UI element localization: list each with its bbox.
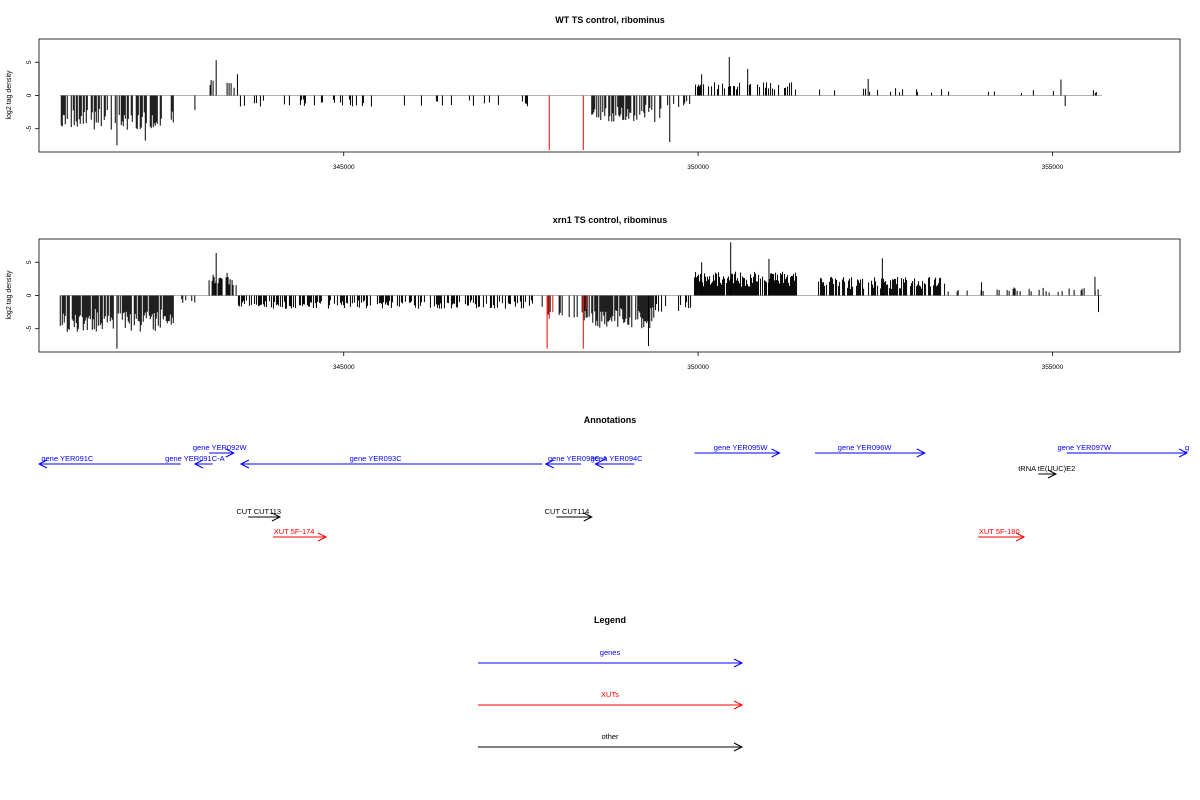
- feature-label: tRNA tE(UUC)E2: [1018, 464, 1075, 473]
- feature-arrowhead: [239, 459, 250, 469]
- annotation-feature: CUT CUT114: [545, 507, 593, 522]
- legend-item: XUTs: [478, 690, 744, 710]
- annotation-feature: gene YER091C: [37, 454, 181, 469]
- annotation-feature: CUT CUT113: [236, 507, 282, 522]
- y-tick-label: 5: [26, 60, 33, 64]
- wt-track-axes: -5 0 5 345000 350000 355000: [26, 60, 1064, 171]
- feature-arrowhead: [544, 459, 554, 469]
- wt-track-panel: WT TS control, ribominus log2 tag densit…: [6, 15, 1181, 171]
- feature-arrowhead: [317, 532, 328, 542]
- feature-label: gene YER091C-A: [165, 454, 224, 463]
- y-tick-label: -5: [26, 325, 33, 331]
- feature-arrowhead: [193, 459, 204, 469]
- xrn1-track-panel: xrn1 TS control, ribominus log2 tag dens…: [6, 215, 1181, 371]
- annotations-title: Annotations: [584, 415, 637, 425]
- feature-arrowhead: [771, 448, 781, 458]
- feature-arrowhead: [594, 459, 604, 469]
- y-tick-label: 0: [26, 93, 33, 97]
- legend-item: genes: [478, 648, 744, 668]
- legend-arrowhead: [733, 700, 744, 710]
- feature-arrowhead: [1178, 448, 1189, 458]
- annotation-feature: gene YER093C: [239, 454, 543, 469]
- x-tick-label: 355000: [1042, 364, 1064, 371]
- xrn1-track-ylabel: log2 tag density: [6, 270, 13, 320]
- annotation-feature: gene YER091C-A: [165, 454, 225, 469]
- annotation-feature: tRNA tE(UUC)E2: [1018, 464, 1075, 479]
- feature-arrowhead: [1047, 469, 1058, 479]
- feature-label: XUT 5F-180: [979, 527, 1020, 536]
- legend-panel: Legend genes XUTs other: [478, 615, 744, 752]
- wt-track-title: WT TS control, ribominus: [555, 15, 665, 25]
- feature-label: CUT CUT114: [545, 507, 590, 516]
- feature-arrowhead: [916, 448, 926, 458]
- annotation-feature: XUT 5F-180: [978, 527, 1026, 542]
- y-tick-label: 0: [26, 293, 33, 297]
- annotation-feature: g: [1185, 443, 1189, 452]
- legend-label: other: [601, 732, 619, 741]
- x-tick-label: 350000: [687, 364, 709, 371]
- x-tick-label: 355000: [1042, 164, 1064, 171]
- feature-label: gene YER091C: [41, 454, 94, 463]
- y-tick-label: 5: [26, 260, 33, 264]
- feature-arrowhead: [37, 459, 48, 469]
- y-tick-label: -5: [26, 125, 33, 131]
- annotations-panel: Annotations gene YER091C gene YER091C-Age…: [37, 415, 1189, 542]
- legend-arrowhead: [733, 658, 744, 668]
- legend-items: genes XUTs other: [478, 648, 744, 752]
- feature-arrowhead: [1015, 532, 1026, 542]
- x-tick-label: 345000: [333, 164, 355, 171]
- annotation-feature: gene YER092W: [193, 443, 248, 458]
- legend-item: other: [478, 732, 744, 752]
- feature-arrowhead: [583, 512, 593, 522]
- annotation-feature: gene YER094C: [591, 454, 644, 469]
- annotation-feature: gene YER093C-A: [544, 454, 607, 469]
- feature-label: gene YER094C: [591, 454, 644, 463]
- feature-label: gene YER097W: [1057, 443, 1112, 452]
- feature-label: gene YER092W: [193, 443, 248, 452]
- annotation-feature: gene YER095W: [694, 443, 781, 458]
- legend-label: genes: [600, 648, 621, 657]
- feature-label: gene YER093C-A: [548, 454, 607, 463]
- xrn1-track-marks: [59, 242, 1103, 349]
- x-tick-label: 350000: [687, 164, 709, 171]
- feature-label: CUT CUT113: [236, 507, 281, 516]
- legend-title: Legend: [594, 615, 626, 625]
- legend-arrowhead: [733, 742, 744, 752]
- wt-track-ylabel: log2 tag density: [6, 70, 13, 120]
- xrn1-track-axes: -5 0 5 345000 350000 355000: [26, 260, 1064, 371]
- wt-track-marks: [60, 56, 1103, 151]
- x-tick-label: 345000: [333, 364, 355, 371]
- feature-label: g: [1185, 443, 1189, 452]
- feature-label: gene YER093C: [350, 454, 403, 463]
- feature-arrowhead: [225, 448, 236, 458]
- annotation-feature: gene YER097W: [1057, 443, 1189, 458]
- legend-label: XUTs: [601, 690, 619, 699]
- feature-label: gene YER096W: [838, 443, 893, 452]
- feature-label: gene YER095W: [714, 443, 769, 452]
- feature-arrowhead: [271, 512, 282, 522]
- annotation-features: gene YER091C gene YER091C-A gene YER092W ge…: [37, 443, 1189, 542]
- annotation-feature: XUT 5F-174: [272, 527, 328, 542]
- annotation-feature: gene YER096W: [815, 443, 926, 458]
- xrn1-track-title: xrn1 TS control, ribominus: [553, 215, 668, 225]
- feature-label: XUT 5F-174: [274, 527, 315, 536]
